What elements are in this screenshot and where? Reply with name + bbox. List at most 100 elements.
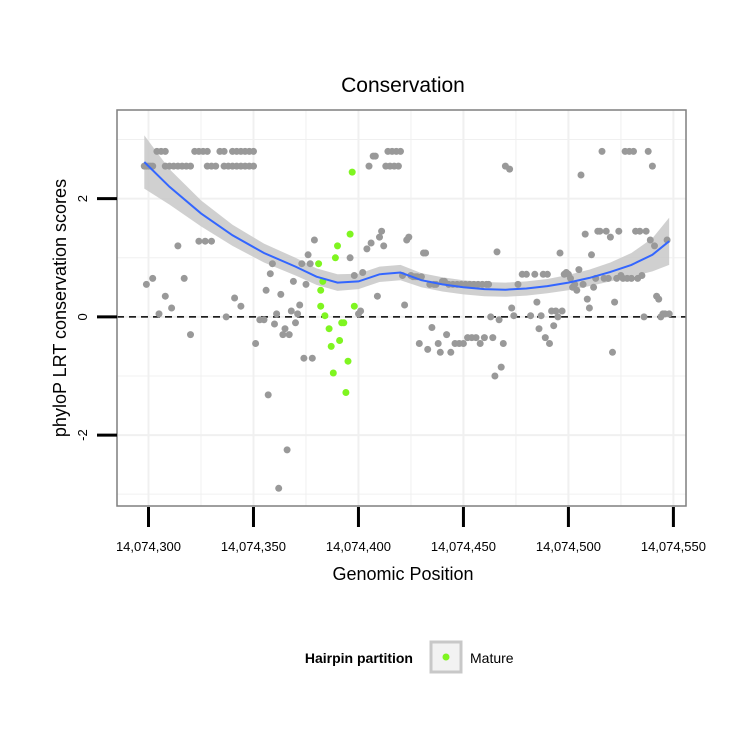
point-other bbox=[350, 272, 358, 279]
point-other bbox=[495, 316, 503, 324]
point-other bbox=[373, 292, 381, 300]
point-other bbox=[283, 446, 291, 454]
point-other bbox=[294, 310, 302, 318]
point-other bbox=[260, 316, 268, 324]
point-other bbox=[646, 236, 654, 244]
point-other bbox=[480, 334, 488, 342]
point-other bbox=[180, 274, 188, 282]
point-other bbox=[651, 242, 658, 250]
point-other bbox=[195, 237, 203, 245]
point-other bbox=[630, 147, 637, 155]
point-other bbox=[365, 162, 373, 170]
point-other bbox=[598, 147, 606, 155]
point-other bbox=[405, 233, 413, 241]
point-other bbox=[264, 391, 272, 399]
point-other bbox=[541, 334, 549, 342]
point-other bbox=[472, 334, 480, 342]
point-other bbox=[546, 340, 553, 347]
point-other bbox=[606, 233, 614, 241]
point-other bbox=[648, 162, 656, 170]
point-other bbox=[428, 324, 436, 331]
point-other bbox=[220, 147, 228, 155]
point-other bbox=[237, 302, 245, 310]
y-tick-label: -2 bbox=[75, 429, 90, 441]
point-other bbox=[590, 283, 598, 291]
point-other bbox=[187, 162, 194, 170]
point-other bbox=[579, 280, 587, 288]
point-other bbox=[142, 280, 150, 288]
point-other bbox=[567, 274, 574, 282]
point-other bbox=[298, 260, 306, 268]
point-other bbox=[231, 294, 239, 302]
point-other bbox=[499, 340, 507, 347]
point-other bbox=[363, 245, 371, 253]
point-mature bbox=[331, 254, 339, 262]
point-other bbox=[371, 152, 379, 160]
point-other bbox=[268, 260, 276, 268]
axes: 14,074,300 14,074,350 14,074,400 14,074,450… bbox=[75, 195, 706, 554]
x-tick-label: 14,074,450 bbox=[431, 539, 496, 554]
point-other bbox=[588, 251, 595, 259]
point-mature bbox=[346, 230, 354, 238]
x-tick-label: 14,074,400 bbox=[326, 539, 391, 554]
point-other bbox=[250, 162, 257, 170]
point-other bbox=[310, 236, 318, 244]
point-other bbox=[436, 348, 444, 356]
point-other bbox=[596, 227, 604, 235]
point-other bbox=[583, 295, 591, 303]
point-other bbox=[168, 304, 176, 312]
point-other bbox=[604, 274, 612, 282]
x-tick-label: 14,074,300 bbox=[116, 539, 181, 554]
point-other bbox=[493, 248, 501, 256]
point-other bbox=[281, 325, 289, 333]
point-other bbox=[187, 331, 194, 339]
point-other bbox=[308, 354, 316, 362]
point-other bbox=[665, 310, 673, 318]
point-other bbox=[491, 372, 499, 380]
series-other bbox=[140, 147, 673, 492]
point-other bbox=[655, 295, 663, 303]
point-other bbox=[287, 307, 295, 315]
point-other bbox=[602, 227, 610, 235]
point-other bbox=[222, 313, 230, 321]
legend: Hairpin partition Mature bbox=[305, 640, 514, 674]
point-mature bbox=[325, 325, 333, 333]
chart-marks bbox=[117, 135, 686, 492]
point-other bbox=[531, 270, 539, 278]
point-other bbox=[401, 301, 409, 309]
point-other bbox=[289, 277, 297, 285]
point-other bbox=[415, 340, 423, 347]
point-other bbox=[638, 272, 646, 279]
smooth-line bbox=[143, 161, 670, 291]
point-other bbox=[208, 237, 215, 245]
point-mature bbox=[327, 342, 335, 350]
plot-panel bbox=[117, 110, 686, 506]
point-other bbox=[585, 304, 593, 312]
point-other bbox=[615, 227, 623, 235]
point-mature bbox=[329, 369, 337, 377]
point-mature bbox=[315, 260, 323, 268]
point-other bbox=[367, 239, 375, 247]
point-other bbox=[558, 307, 566, 315]
y-tick-label: 2 bbox=[75, 195, 90, 202]
point-other bbox=[434, 340, 442, 347]
point-other bbox=[497, 363, 505, 371]
y-tick-label: 0 bbox=[75, 313, 90, 320]
point-other bbox=[642, 227, 650, 235]
series-mature bbox=[315, 168, 358, 396]
point-other bbox=[609, 348, 616, 356]
panel-border bbox=[116, 109, 687, 507]
point-mature bbox=[350, 302, 358, 310]
point-other bbox=[573, 286, 581, 294]
point-other bbox=[476, 340, 484, 347]
point-other bbox=[552, 307, 560, 315]
point-other bbox=[527, 312, 535, 320]
point-other bbox=[380, 242, 388, 250]
point-other bbox=[212, 162, 220, 170]
point-mature bbox=[344, 357, 352, 365]
point-other bbox=[394, 162, 402, 170]
point-other bbox=[575, 266, 583, 274]
point-mature bbox=[317, 286, 325, 294]
point-other bbox=[174, 242, 182, 250]
point-other bbox=[640, 313, 648, 321]
